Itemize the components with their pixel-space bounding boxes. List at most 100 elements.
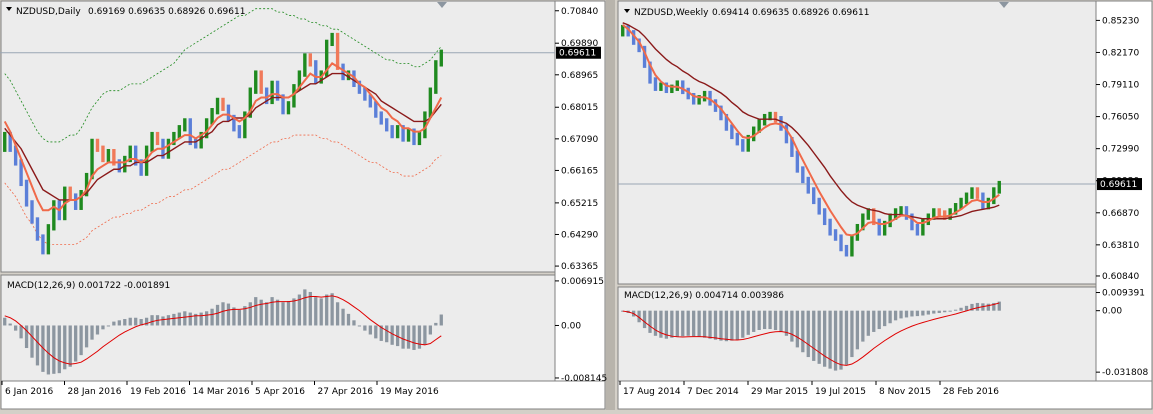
price-tick-label: 0.60840 xyxy=(1102,272,1139,282)
bear-bar xyxy=(363,87,367,101)
macd-bar xyxy=(664,310,669,339)
macd-bar xyxy=(101,325,105,330)
macd-bar xyxy=(642,310,647,329)
chart-shift-marker[interactable] xyxy=(999,2,1009,8)
weekly-ohlc: 0.69414 0.69635 0.68926 0.69611 xyxy=(712,8,869,18)
price-tick-label: 0.66870 xyxy=(1102,209,1139,219)
time-tick-label: 28 Feb 2016 xyxy=(943,387,999,397)
bull-bar xyxy=(123,155,127,173)
macd-bar xyxy=(806,310,810,358)
macd-bar xyxy=(708,310,712,339)
bull-bar xyxy=(297,70,302,91)
chart-shift-marker[interactable] xyxy=(437,2,447,8)
macd-bar xyxy=(784,310,789,336)
macd-tick-label: -0.008145 xyxy=(561,374,607,384)
macd-bar xyxy=(904,310,909,318)
bull-bar xyxy=(986,197,991,210)
bear-bar xyxy=(801,166,805,184)
macd-bar xyxy=(888,310,892,324)
macd-bar xyxy=(964,305,969,311)
macd-bar xyxy=(319,298,323,326)
daily-chart-window[interactable]: 0.70840 0.69890 0.68965 0.68015 0.67090 0.661… xyxy=(0,0,607,410)
bear-bar xyxy=(264,87,269,105)
macd-bar xyxy=(872,310,876,332)
bull-bar xyxy=(428,87,433,118)
bull-bar xyxy=(675,80,679,91)
bull-bar xyxy=(84,172,89,197)
daily-price-ticks: 0.70840 0.69890 0.68965 0.68015 0.67090 0.661… xyxy=(555,7,598,272)
macd-bar xyxy=(801,310,805,353)
window-splitter[interactable] xyxy=(606,0,615,410)
bear-bar xyxy=(937,208,941,217)
bull-bar xyxy=(746,134,750,152)
macd-bar xyxy=(926,310,930,315)
macd-bar xyxy=(221,302,225,326)
weekly-macd-label: MACD(12,26,9) 0.004714 0.003986 xyxy=(624,291,784,301)
bear-bar xyxy=(904,206,909,220)
price-tick-label: 0.69890 xyxy=(561,39,598,49)
macd-bar xyxy=(368,325,372,335)
bear-bar xyxy=(390,125,394,139)
time-tick-label: 5 Apr 2016 xyxy=(255,387,305,397)
bear-bar xyxy=(877,218,881,236)
price-tick-label: 0.64290 xyxy=(561,230,598,240)
daily-time-axis[interactable] xyxy=(0,380,606,410)
macd-bar xyxy=(265,302,269,326)
macd-bar xyxy=(730,310,734,341)
daily-macd-ticks: 0.006915 0.00 -0.008145 xyxy=(555,277,607,384)
weekly-main-pane[interactable] xyxy=(617,0,1097,285)
bull-bar xyxy=(697,95,701,105)
ma-fast-line xyxy=(622,24,1000,237)
bear-bar xyxy=(35,217,40,241)
weekly-price-axis[interactable] xyxy=(1095,0,1153,382)
macd-bar xyxy=(975,302,980,311)
macd-bar xyxy=(893,310,898,321)
bull-bar xyxy=(210,108,214,125)
bear-bar xyxy=(828,218,832,236)
time-tick-label: 19 Jul 2015 xyxy=(815,387,866,397)
bull-bar xyxy=(346,70,351,81)
macd-bar xyxy=(948,310,952,312)
price-tick-label: 0.63365 xyxy=(561,262,598,272)
price-tick-label: 0.82170 xyxy=(1102,48,1139,58)
bull-bar xyxy=(150,131,154,152)
chart-menu-arrow-icon[interactable] xyxy=(6,7,12,11)
bear-bar xyxy=(341,63,345,81)
macd-bar xyxy=(675,310,679,337)
bull-bar xyxy=(172,131,176,146)
macd-bar xyxy=(363,325,367,331)
time-tick-label: 29 Mar 2015 xyxy=(751,387,808,397)
macd-bar xyxy=(828,310,832,369)
bear-bar xyxy=(401,125,405,142)
time-tick-label: 28 Jan 2016 xyxy=(68,387,122,397)
bear-bar xyxy=(194,138,198,149)
bull-bar xyxy=(324,39,329,77)
daily-price-axis[interactable] xyxy=(554,0,606,382)
bull-bar xyxy=(768,111,772,121)
price-tick-label: 0.63810 xyxy=(1102,241,1139,251)
bull-bar xyxy=(921,218,925,236)
macd-bar xyxy=(139,319,143,326)
chart-menu-arrow-icon[interactable] xyxy=(624,9,630,13)
bear-bar xyxy=(910,213,914,231)
daily-main-pane[interactable] xyxy=(0,0,556,273)
bull-bar xyxy=(439,49,443,67)
macd-bar xyxy=(839,310,843,370)
weekly-moving-averages xyxy=(622,22,1000,237)
bull-bar xyxy=(128,145,132,163)
macd-tick-label: 0.00 xyxy=(1102,307,1122,317)
bear-bar xyxy=(730,124,734,140)
bull-bar xyxy=(959,197,963,210)
macd-bar xyxy=(8,323,12,326)
bull-bar xyxy=(292,84,296,108)
macd-bar xyxy=(877,310,881,330)
macd-bar xyxy=(123,319,127,326)
bear-bar xyxy=(915,223,920,236)
bear-bar xyxy=(779,116,783,131)
macd-bar xyxy=(670,310,674,338)
macd-bar xyxy=(773,310,778,331)
bear-bar xyxy=(226,104,231,122)
macd-bar xyxy=(932,310,936,314)
weekly-time-axis[interactable] xyxy=(617,380,1153,410)
weekly-chart-window[interactable]: 0.852300.821700.791100.760500.729900.699… xyxy=(617,0,1153,410)
